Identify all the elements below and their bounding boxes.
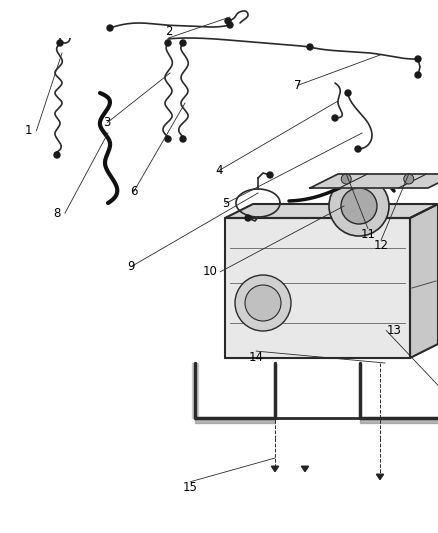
Circle shape (225, 18, 231, 24)
Polygon shape (272, 466, 279, 472)
Circle shape (329, 176, 389, 236)
Text: 11: 11 (360, 228, 375, 241)
Polygon shape (301, 466, 309, 472)
Text: 7: 7 (294, 79, 302, 92)
Circle shape (235, 275, 291, 331)
Polygon shape (360, 418, 438, 423)
Circle shape (404, 174, 414, 184)
Circle shape (227, 22, 233, 28)
Polygon shape (376, 474, 384, 480)
Circle shape (355, 146, 361, 152)
Circle shape (345, 90, 351, 96)
Polygon shape (195, 418, 275, 423)
Circle shape (180, 40, 186, 46)
Polygon shape (310, 174, 438, 188)
Polygon shape (410, 204, 438, 358)
Text: 3: 3 (104, 116, 111, 129)
Text: 2: 2 (165, 26, 173, 38)
Text: 6: 6 (130, 185, 138, 198)
Polygon shape (225, 218, 410, 358)
Circle shape (267, 172, 273, 178)
Circle shape (57, 40, 63, 46)
Text: 9: 9 (127, 260, 135, 273)
Text: 4: 4 (215, 164, 223, 177)
Text: 15: 15 (183, 481, 198, 494)
Polygon shape (192, 363, 198, 418)
Circle shape (415, 72, 421, 78)
Circle shape (107, 25, 113, 31)
Text: 1: 1 (25, 124, 32, 137)
Circle shape (245, 285, 281, 321)
Circle shape (415, 56, 421, 62)
Text: 10: 10 (203, 265, 218, 278)
Circle shape (341, 174, 351, 184)
Circle shape (307, 44, 313, 50)
Text: 5: 5 (222, 197, 229, 210)
Text: 8: 8 (53, 207, 60, 220)
Text: 14: 14 (249, 351, 264, 364)
Circle shape (165, 40, 171, 46)
Circle shape (180, 136, 186, 142)
Text: 13: 13 (387, 324, 402, 337)
Circle shape (332, 115, 338, 121)
Circle shape (54, 152, 60, 158)
Text: 12: 12 (374, 239, 389, 252)
Polygon shape (225, 204, 438, 218)
Circle shape (165, 136, 171, 142)
Circle shape (245, 215, 251, 221)
Circle shape (341, 188, 377, 224)
